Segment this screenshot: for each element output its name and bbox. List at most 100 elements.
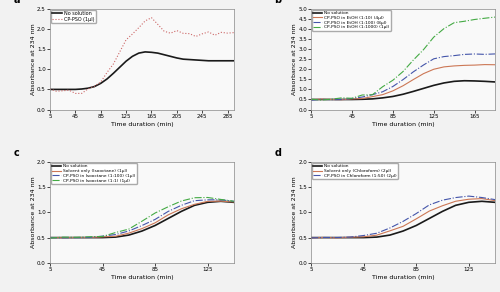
No solution bbox=[165, 217, 171, 220]
CP-PSO in EtOH (1:1000) (1μl) bbox=[492, 15, 498, 19]
No solution bbox=[74, 236, 80, 239]
Solvent only (Chloroform) (2μl) bbox=[360, 235, 366, 239]
Solvent only (Isooctane) (1μl) bbox=[47, 236, 53, 239]
CP-PSO in EtOH (1:10) (4μl) bbox=[370, 95, 376, 98]
Solvent only (Isooctane) (1μl) bbox=[74, 236, 80, 239]
CP-PSO (1μl) bbox=[92, 84, 98, 88]
Solvent only (Chloroform) (2μl) bbox=[322, 236, 328, 239]
CP-PSO in EtOH (1:1000) (1μl) bbox=[420, 48, 426, 51]
CP-PSO (1μl) bbox=[218, 31, 224, 34]
CP-PSO in Chloroform (1:50) (2μl) bbox=[374, 232, 380, 235]
CP-PSO (1μl) bbox=[224, 31, 230, 35]
No solution bbox=[123, 60, 129, 63]
No solution bbox=[60, 236, 66, 239]
CP-PSO in EtOH (1:1000) (1μl) bbox=[410, 58, 416, 62]
No solution bbox=[98, 81, 103, 85]
No solution bbox=[426, 217, 432, 220]
CP-PSO in Isooctane (1:100) (1μl) bbox=[74, 236, 80, 239]
No solution bbox=[482, 80, 488, 83]
Legend: No solution, Solvent only (Chloroform) (2μl), CP-PSO in Chloroform (1:50) (2μl): No solution, Solvent only (Chloroform) (… bbox=[312, 163, 398, 179]
CP-PSO (1μl) bbox=[212, 34, 218, 37]
CP-PSO in EtOH (1:10) (4μl) bbox=[430, 67, 436, 71]
No solution bbox=[86, 236, 92, 239]
CP-PSO (1μl) bbox=[123, 38, 129, 41]
CP-PSO in EtOH (1:100) (8μl) bbox=[472, 52, 478, 56]
CP-PSO in EtOH (1:100) (8μl) bbox=[430, 57, 436, 60]
CP-PSO in EtOH (1:10) (4μl) bbox=[492, 63, 498, 67]
Line: CP-PSO (1μl): CP-PSO (1μl) bbox=[50, 18, 234, 93]
CP-PSO in EtOH (1:1000) (1μl) bbox=[400, 70, 406, 73]
No solution bbox=[155, 51, 161, 55]
CP-PSO (1μl) bbox=[168, 32, 173, 35]
CP-PSO in EtOH (1:10) (4μl) bbox=[349, 97, 355, 101]
CP-PSO in EtOH (1:10) (4μl) bbox=[462, 64, 468, 67]
No solution bbox=[212, 59, 218, 62]
No solution bbox=[100, 236, 105, 239]
No solution bbox=[168, 55, 173, 58]
No solution bbox=[374, 235, 380, 239]
CP-PSO (1μl) bbox=[155, 23, 161, 26]
CP-PSO in Isooctane (1:1) (1μl) bbox=[74, 236, 80, 239]
Line: No solution: No solution bbox=[50, 52, 234, 89]
No solution bbox=[360, 236, 366, 239]
CP-PSO in Chloroform (1:50) (2μl) bbox=[492, 198, 498, 201]
CP-PSO in Isooctane (1:1) (1μl) bbox=[204, 196, 210, 199]
Text: b: b bbox=[274, 0, 281, 5]
No solution bbox=[66, 88, 72, 91]
No solution bbox=[130, 55, 136, 58]
CP-PSO in Isooctane (1:100) (1μl) bbox=[231, 199, 237, 203]
X-axis label: Time duration (min): Time duration (min) bbox=[372, 275, 434, 280]
Solvent only (Chloroform) (2μl) bbox=[479, 197, 485, 200]
CP-PSO in EtOH (1:10) (4μl) bbox=[339, 98, 345, 101]
No solution bbox=[174, 56, 180, 60]
No solution bbox=[462, 79, 468, 83]
No solution bbox=[72, 88, 78, 91]
No solution bbox=[126, 233, 132, 237]
CP-PSO in EtOH (1:10) (4μl) bbox=[451, 64, 457, 68]
No solution bbox=[136, 51, 142, 55]
Solvent only (Isooctane) (1μl) bbox=[126, 231, 132, 235]
CP-PSO in EtOH (1:100) (8μl) bbox=[451, 54, 457, 57]
Solvent only (Isooctane) (1μl) bbox=[139, 227, 145, 230]
CP-PSO in Isooctane (1:100) (1μl) bbox=[204, 198, 210, 201]
No solution bbox=[413, 224, 419, 227]
No solution bbox=[178, 210, 184, 213]
CP-PSO (1μl) bbox=[193, 35, 199, 38]
CP-PSO (1μl) bbox=[136, 26, 142, 29]
CP-PSO (1μl) bbox=[85, 87, 91, 91]
CP-PSO in EtOH (1:10) (4μl) bbox=[380, 93, 386, 96]
No solution bbox=[492, 201, 498, 204]
CP-PSO (1μl) bbox=[98, 80, 103, 84]
CP-PSO (1μl) bbox=[180, 32, 186, 35]
No solution bbox=[152, 224, 158, 227]
No solution bbox=[206, 59, 212, 62]
Line: No solution: No solution bbox=[311, 201, 495, 238]
Line: CP-PSO in Isooctane (1:100) (1μl): CP-PSO in Isooctane (1:100) (1μl) bbox=[50, 200, 234, 238]
No solution bbox=[112, 235, 118, 239]
No solution bbox=[139, 229, 145, 233]
Y-axis label: Absorbance at 234 nm: Absorbance at 234 nm bbox=[30, 23, 36, 95]
CP-PSO in Isooctane (1:100) (1μl) bbox=[165, 210, 171, 213]
No solution bbox=[322, 236, 328, 239]
Y-axis label: Absorbance at 234 nm: Absorbance at 234 nm bbox=[30, 177, 36, 248]
CP-PSO in EtOH (1:10) (4μl) bbox=[359, 97, 365, 100]
CP-PSO in EtOH (1:1000) (1μl) bbox=[370, 93, 376, 96]
CP-PSO in Isooctane (1:1) (1μl) bbox=[192, 196, 198, 199]
Y-axis label: Absorbance at 234 nm: Absorbance at 234 nm bbox=[292, 23, 297, 95]
CP-PSO (1μl) bbox=[231, 31, 237, 34]
CP-PSO (1μl) bbox=[110, 62, 116, 66]
CP-PSO in EtOH (1:100) (8μl) bbox=[400, 78, 406, 81]
No solution bbox=[410, 90, 416, 93]
No solution bbox=[390, 95, 396, 98]
CP-PSO in EtOH (1:100) (8μl) bbox=[349, 97, 355, 100]
CP-PSO in Isooctane (1:100) (1μl) bbox=[218, 198, 224, 201]
No solution bbox=[161, 53, 167, 56]
CP-PSO in EtOH (1:100) (8μl) bbox=[420, 63, 426, 67]
CP-PSO (1μl) bbox=[130, 32, 136, 36]
CP-PSO in EtOH (1:1000) (1μl) bbox=[390, 79, 396, 82]
Legend: No solution, Solvent only (Isooctane) (1μl), CP-PSO in Isooctane (1:100) (1μl), : No solution, Solvent only (Isooctane) (1… bbox=[51, 163, 136, 184]
No solution bbox=[110, 72, 116, 75]
CP-PSO in Chloroform (1:50) (2μl) bbox=[479, 196, 485, 199]
CP-PSO in EtOH (1:10) (4μl) bbox=[308, 98, 314, 101]
CP-PSO in Chloroform (1:50) (2μl) bbox=[360, 234, 366, 237]
